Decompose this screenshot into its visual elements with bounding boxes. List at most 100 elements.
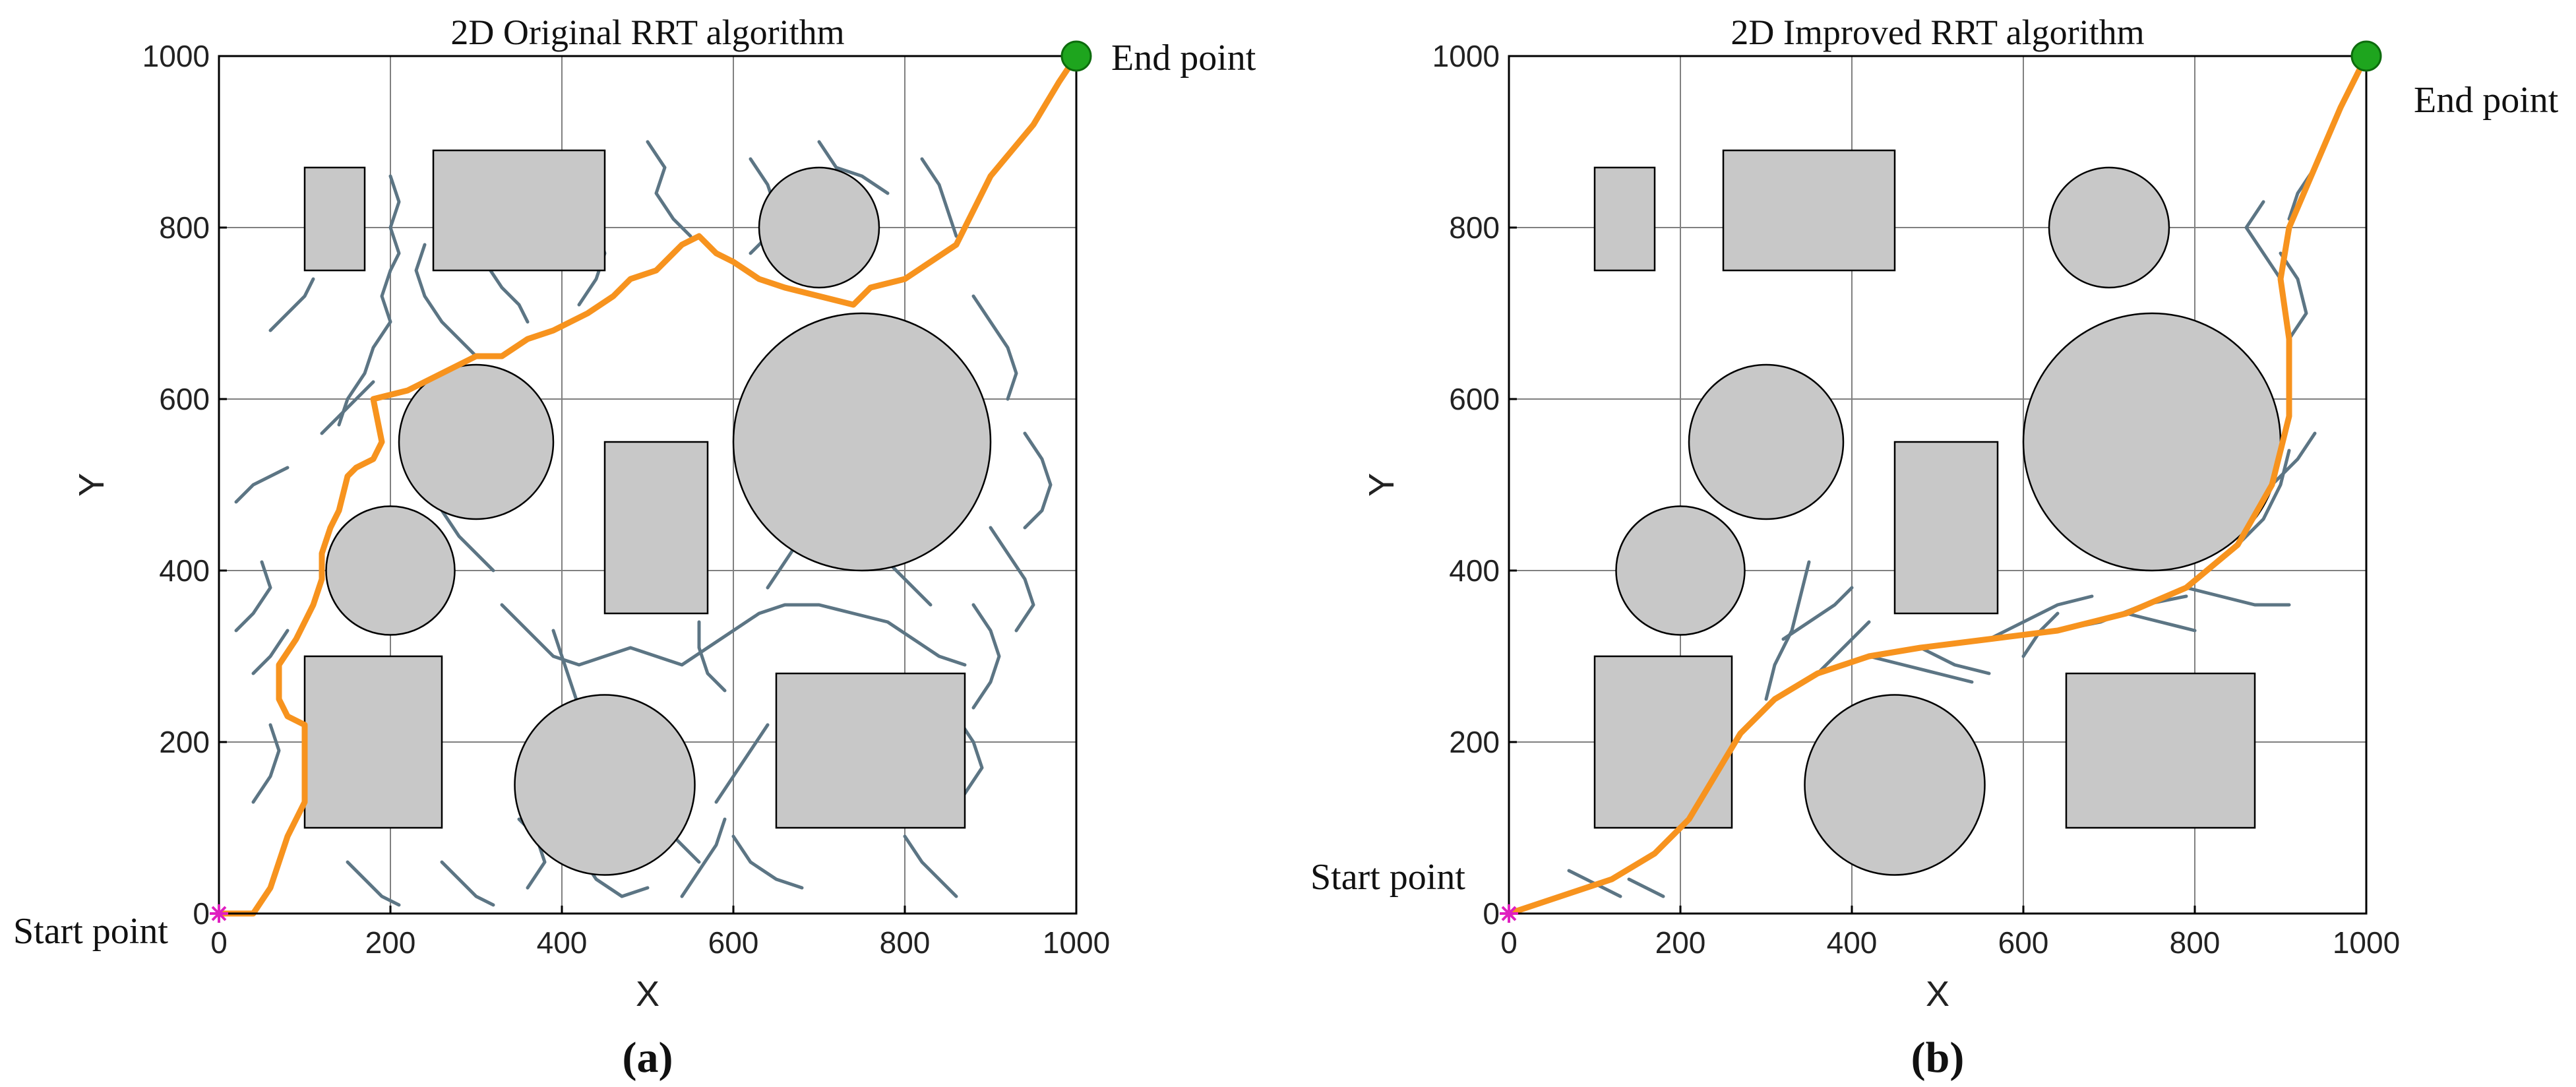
panel-b-xtick-label: 1000 <box>2333 925 2400 960</box>
panel-a-ytick-label: 1000 <box>142 39 210 73</box>
panel-a-tree-branch <box>500 603 967 667</box>
panel-a-obstacle-circle <box>325 505 456 636</box>
panel-a-tree-branch <box>1023 431 1053 530</box>
panel-a-path <box>216 53 1080 917</box>
panel-a-obstacle-rect <box>432 149 606 272</box>
panel-a-ytick-label: 600 <box>159 382 210 416</box>
panel-b-tree-branch <box>2279 251 2308 341</box>
panel-b: 0 200 400 600 800 1000 0 200 400 600 800 1000 2D Im… <box>1310 13 2559 1082</box>
panel-b-xtick-label: 0 <box>1500 925 1518 960</box>
panel-a-tree-branch <box>731 834 804 890</box>
panel-b-ytick-label: 0 <box>1483 896 1500 931</box>
panel-a-end-marker <box>1060 40 1092 72</box>
panel-a-ticks: 0 200 400 600 800 1000 0 200 400 600 800 1000 <box>142 39 1111 960</box>
panel-b-ytick-label: 1000 <box>1432 39 1500 73</box>
panel-b-obstacle-rect <box>2065 672 2256 829</box>
panel-a-axes-frame <box>218 55 1078 915</box>
panel-a-start-marker-stroke <box>211 906 227 921</box>
panel-a-tree-branch <box>646 140 692 238</box>
panel-b-xtick-label: 800 <box>2170 925 2221 960</box>
panel-b-xtick-label: 600 <box>1998 925 2049 960</box>
panel-b-tree-branch <box>2184 586 2291 607</box>
panel-b-xtick-label: 200 <box>1655 925 1706 960</box>
panel-a-xlabel: X <box>636 974 659 1014</box>
panel-a-obstacle-circle <box>758 166 880 289</box>
panel-a-obstacle-rect <box>303 166 366 272</box>
panel-a-tree-branch <box>551 629 581 710</box>
panel-b-tree-branch <box>1781 586 1854 641</box>
panel-a-xtick-label: 200 <box>365 925 416 960</box>
panel-b-tree-branch <box>1764 560 1811 701</box>
panel-a-tree-branch <box>320 380 375 435</box>
panel-b-caption: (b) <box>1911 1034 1965 1082</box>
panel-a-tree-branch <box>971 294 1018 401</box>
panel-a-tree-branch <box>697 620 727 693</box>
panel-a-tree-branch <box>971 603 1001 710</box>
panel-b-ylabel: Y <box>1362 473 1401 497</box>
panel-a-xtick-label: 400 <box>537 925 588 960</box>
panel-a-obstacle-circle <box>514 694 696 876</box>
panel-b-xlabel: X <box>1926 974 1949 1014</box>
panel-b-tree-branch <box>1918 646 1991 675</box>
panel-a-obstacle-rect <box>775 672 966 829</box>
panel-b-ytick-label: 600 <box>1449 382 1500 416</box>
panel-a-markers <box>210 40 1092 923</box>
panel-b-end-label: End point <box>2414 80 2559 121</box>
panel-a-tree-branch <box>251 629 290 675</box>
panel-a-xtick-label: 0 <box>210 925 228 960</box>
panel-a-caption: (a) <box>623 1034 673 1082</box>
panel-a-xtick-label: 1000 <box>1043 925 1110 960</box>
panel-b-start-marker <box>1500 904 1518 923</box>
panel-a-tree-branch <box>234 466 290 504</box>
panel-b-tree-branch <box>1816 620 1871 675</box>
panel-a-obstacle-circle <box>398 363 555 520</box>
panel-a-tree-branch <box>414 243 478 358</box>
panel-b-obstacle-rect <box>1722 149 1896 272</box>
panel-a-start-label: Start point <box>13 911 168 952</box>
panel-a-title: 2D Original RRT algorithm <box>450 13 844 52</box>
panel-a-start-marker <box>210 904 228 923</box>
panel-a-obstacle-rect <box>603 441 709 615</box>
panel-b-end-marker <box>2350 40 2382 72</box>
panel-a-obstacle-rect <box>303 655 443 829</box>
panel-b-tree-branch <box>2124 611 2197 633</box>
panel-a-ylabel: Y <box>72 473 111 497</box>
panel-a-tree-branch <box>337 174 401 427</box>
panel-b-obstacle-rect <box>1593 166 1656 272</box>
panel-a-xtick-label: 600 <box>708 925 759 960</box>
panel-b-markers <box>1500 40 2382 923</box>
panel-a-tree-branch <box>346 860 401 907</box>
panel-b-obstacle-circle <box>1688 363 1845 520</box>
panel-b-ytick-label: 200 <box>1449 725 1500 759</box>
panel-a-ytick-label: 0 <box>193 896 210 931</box>
panel-a-obstacles <box>303 149 992 876</box>
panel-a-tree-branch <box>268 277 315 332</box>
panel-a-tree-branch <box>903 834 958 898</box>
panel-b-title: 2D Improved RRT algorithm <box>1731 13 2144 52</box>
panel-a-tree-branch <box>989 526 1035 633</box>
panel-a: 0 200 400 600 800 1000 0 200 400 600 800 1000 2D Or… <box>13 13 1256 1082</box>
panel-a-tree-branch <box>680 817 727 898</box>
panel-b-tree-branch <box>2244 200 2283 281</box>
panel-a-tree-branch <box>817 140 890 195</box>
panel-b-obstacle-circle <box>2048 166 2170 289</box>
panel-b-obstacle-circle <box>1804 694 1986 876</box>
panel-a-tree-branch <box>234 560 272 633</box>
panel-b-obstacle-rect <box>1893 441 1999 615</box>
panel-a-ytick-label: 400 <box>159 553 210 588</box>
panel-b-tree-branch <box>2270 431 2317 487</box>
panel-b-xtick-label: 400 <box>1827 925 1878 960</box>
panel-a-tree-branch <box>714 723 770 804</box>
panel-a-ytick-label: 200 <box>159 725 210 759</box>
panel-b-start-marker-stroke <box>1501 906 1517 921</box>
panel-a-xtick-label: 800 <box>880 925 931 960</box>
panel-a-tree-branch <box>440 509 495 573</box>
panel-a-ytick-label: 800 <box>159 210 210 245</box>
panel-b-tree-branch <box>2236 449 2291 547</box>
panel-a-tree-branch <box>440 860 495 907</box>
panel-b-obstacle-circle <box>1615 505 1746 636</box>
panel-b-path <box>1506 53 2370 917</box>
panel-b-ytick-label: 800 <box>1449 210 1500 245</box>
panel-b-tree-branch <box>1627 877 1665 898</box>
